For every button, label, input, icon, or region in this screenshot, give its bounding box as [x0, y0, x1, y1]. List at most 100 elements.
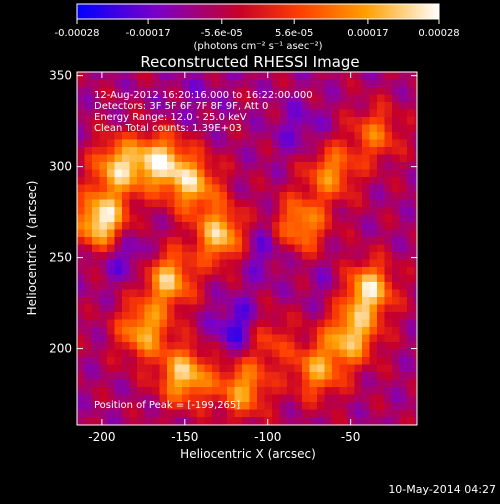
- heatmap-cell: [399, 162, 408, 170]
- heatmap-cell: [257, 79, 265, 88]
- colorbar-ticks: -0.00028 -0.00017 -5.6e-05 5.6e-05 0.00017 0.…: [55, 19, 460, 39]
- heatmap-cell: [77, 117, 85, 125]
- heatmap-cell: [279, 289, 288, 298]
- heatmap-cell: [242, 102, 250, 110]
- heatmap-cell: [264, 169, 273, 178]
- heatmap-cell: [414, 132, 417, 140]
- heatmap-cell: [174, 379, 183, 388]
- heatmap-cell: [189, 117, 198, 125]
- heatmap-cell: [407, 342, 415, 350]
- heatmap-cell: [392, 312, 400, 320]
- heatmap-cell: [234, 162, 243, 170]
- heatmap-cell: [167, 327, 175, 335]
- heatmap-cell: [309, 87, 318, 95]
- heatmap-cell: [377, 282, 385, 290]
- heatmap-cell: [174, 169, 183, 178]
- heatmap-cell: [362, 132, 370, 140]
- heatmap-cell: [392, 87, 400, 95]
- heatmap-cell: [219, 259, 228, 268]
- heatmap-cell: [107, 117, 115, 125]
- heatmap-cell: [234, 259, 243, 268]
- heatmap-cell: [399, 319, 408, 328]
- heatmap-cell: [339, 237, 348, 245]
- heatmap-cell: [264, 372, 273, 380]
- heatmap-cell: [114, 184, 123, 193]
- heatmap-cell: [84, 297, 93, 305]
- heatmap-cell: [414, 139, 417, 148]
- heatmap-cell: [294, 372, 303, 380]
- heatmap-cell: [294, 139, 303, 148]
- heatmap-cell: [324, 117, 333, 125]
- heatmap-cell: [84, 199, 93, 208]
- heatmap-cell: [317, 304, 325, 313]
- heatmap-cell: [384, 109, 393, 118]
- heatmap-cell: [309, 72, 318, 80]
- heatmap-cell: [114, 102, 123, 110]
- heatmap-cell: [272, 342, 280, 350]
- heatmap-cell: [227, 387, 235, 395]
- heatmap-cell: [77, 124, 85, 133]
- heatmap-cell: [189, 252, 198, 260]
- heatmap-cell: [279, 267, 288, 275]
- heatmap-cell: [407, 282, 415, 290]
- heatmap-cell: [234, 402, 243, 410]
- heatmap-cell: [332, 342, 340, 350]
- heatmap-cell: [317, 312, 325, 320]
- heatmap-cell: [234, 87, 243, 95]
- heatmap-cell: [264, 192, 273, 200]
- y-tick-label: 300: [49, 160, 72, 174]
- heatmap-cell: [317, 87, 325, 95]
- heatmap-cell: [317, 342, 325, 350]
- heatmap-cell: [332, 117, 340, 125]
- heatmap-cell: [249, 402, 258, 410]
- heatmap-cell: [317, 282, 325, 290]
- heatmap-cell: [189, 147, 198, 155]
- heatmap-cell: [324, 409, 333, 418]
- heatmap-cell: [272, 199, 280, 208]
- heatmap-cell: [84, 214, 93, 223]
- heatmap-cell: [249, 297, 258, 305]
- heatmap-cell: [257, 94, 265, 103]
- heatmap-cell: [317, 409, 325, 418]
- heatmap-cell: [264, 312, 273, 320]
- heatmap-cell: [227, 177, 235, 185]
- heatmap-cell: [249, 117, 258, 125]
- heatmap-cell: [137, 259, 145, 268]
- heatmap-cell: [212, 282, 220, 290]
- heatmap-cell: [212, 334, 220, 343]
- heatmap-cell: [257, 394, 265, 403]
- heatmap-cell: [122, 409, 130, 418]
- heatmap-cell: [377, 394, 385, 403]
- heatmap-cell: [204, 117, 213, 125]
- heatmap-cell: [84, 117, 93, 125]
- heatmap-cell: [384, 139, 393, 148]
- heatmap-cell: [242, 117, 250, 125]
- heatmap-cell: [204, 417, 213, 425]
- heatmap-cell: [84, 139, 93, 148]
- heatmap-cell: [234, 169, 243, 178]
- heatmap-cell: [129, 109, 138, 118]
- heatmap-cell: [197, 327, 205, 335]
- heatmap-cell: [242, 357, 250, 365]
- heatmap-cell: [212, 72, 220, 80]
- annotation-line: Detectors: 3F 5F 6F 7F 8F 9F, Att 0: [94, 101, 268, 112]
- heatmap-cell: [197, 229, 205, 238]
- heatmap-cell: [294, 244, 303, 253]
- heatmap-cell: [174, 327, 183, 335]
- heatmap-cell: [279, 394, 288, 403]
- heatmap-cell: [182, 297, 190, 305]
- heatmap-cell: [354, 334, 363, 343]
- heatmap-cell: [152, 402, 160, 410]
- heatmap-cell: [107, 222, 115, 230]
- annotation-line: Clean Total counts: 1.39E+03: [94, 123, 242, 134]
- heatmap-cell: [362, 274, 370, 283]
- heatmap-cell: [174, 319, 183, 328]
- heatmap-cell: [107, 387, 115, 395]
- heatmap-cell: [324, 304, 333, 313]
- heatmap-cell: [167, 229, 175, 238]
- heatmap-cell: [84, 177, 93, 185]
- heatmap-cell: [234, 214, 243, 223]
- heatmap-cell: [227, 304, 235, 313]
- heatmap-cell: [347, 297, 355, 305]
- heatmap-cell: [114, 409, 123, 418]
